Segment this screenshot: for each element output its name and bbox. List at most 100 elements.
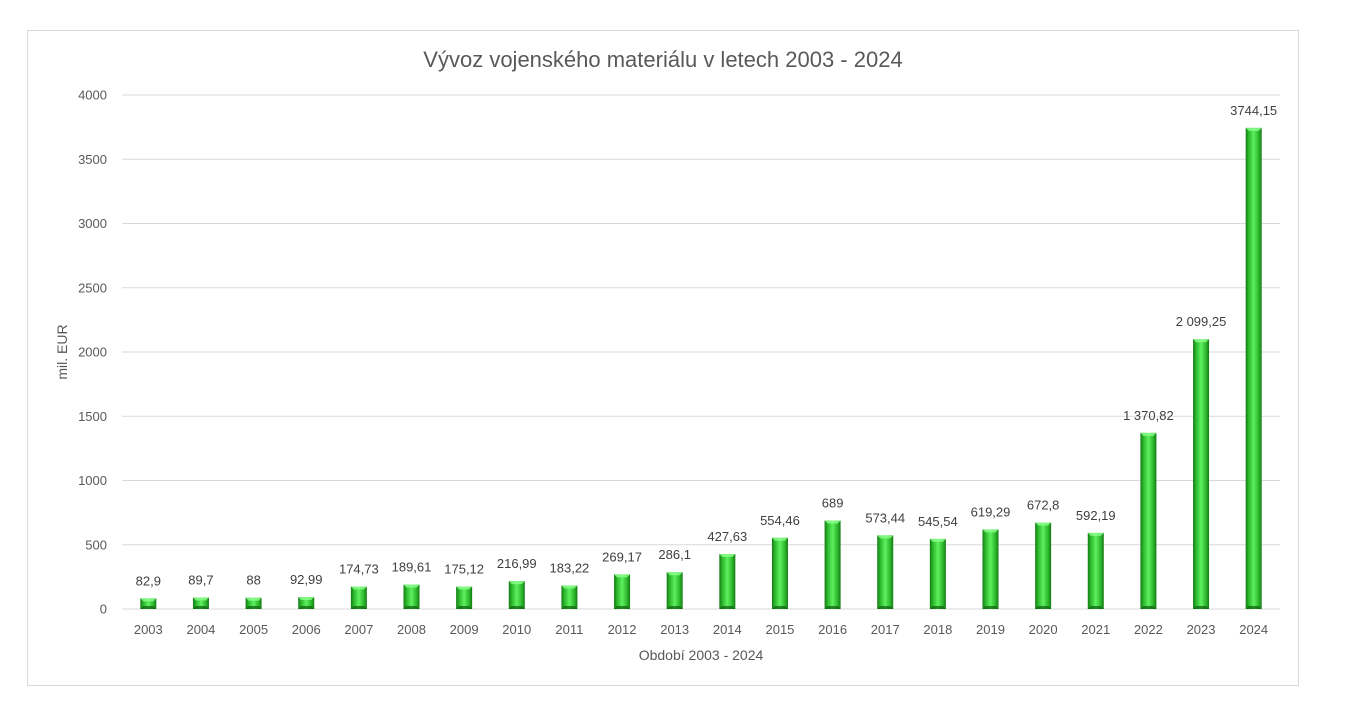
x-tick-label: 2015 [765, 622, 794, 637]
bar [1140, 432, 1157, 609]
y-tick-label: 1000 [78, 473, 107, 488]
bar-cap [719, 554, 736, 558]
bar-base [1087, 606, 1104, 609]
bar-cap [561, 585, 578, 589]
bar-cap [1245, 127, 1262, 131]
bar [1087, 532, 1104, 609]
bar-body [719, 554, 736, 609]
x-tick-label: 2021 [1081, 622, 1110, 637]
bar-body [614, 574, 631, 609]
bar [298, 597, 315, 609]
bars [140, 127, 1262, 610]
bar-cap [1140, 432, 1157, 436]
y-axis-title: mil. EUR [54, 324, 70, 379]
data-label: 573,44 [865, 510, 905, 525]
x-tick-label: 2006 [292, 622, 321, 637]
bar [192, 597, 209, 609]
data-label: 89,7 [188, 572, 213, 587]
bar-body [508, 581, 525, 609]
bar-cap [1035, 522, 1052, 526]
bar-base [508, 606, 525, 609]
data-label: 174,73 [339, 562, 379, 577]
bar-body [982, 529, 999, 609]
data-label: 92,99 [290, 572, 323, 587]
x-axis-ticks: 2003 2004 2005 2006 2007 2008 2009 2010 2011 2012… [134, 622, 1268, 637]
data-label: 554,46 [760, 513, 800, 528]
bar-cap [824, 520, 841, 524]
bar-cap [403, 584, 420, 588]
bar-base [1245, 606, 1262, 609]
bar [666, 572, 683, 609]
bar-base [140, 606, 157, 609]
bar-body [140, 598, 157, 609]
bar-base [877, 606, 894, 609]
bar-body [456, 586, 473, 609]
data-label: 427,63 [707, 529, 747, 544]
data-label: 619,29 [971, 504, 1011, 519]
y-tick-label: 0 [100, 602, 107, 617]
y-tick-label: 500 [85, 537, 107, 552]
bar-base [350, 606, 367, 609]
data-label: 689 [822, 495, 844, 510]
data-label: 88 [246, 573, 260, 588]
y-axis-ticks: 0 500 1000 1500 2000 2500 3000 3500 4000 [78, 88, 107, 617]
bar-cap [456, 586, 473, 590]
bar-base [719, 606, 736, 609]
data-label: 672,8 [1027, 498, 1060, 513]
x-tick-label: 2013 [660, 622, 689, 637]
bar-body [929, 538, 946, 609]
x-tick-label: 2016 [818, 622, 847, 637]
bar-base [982, 606, 999, 609]
data-label: 592,19 [1076, 508, 1116, 523]
bar-cap [245, 597, 262, 601]
bar [929, 538, 946, 609]
bar-base [929, 606, 946, 609]
x-tick-label: 2017 [871, 622, 900, 637]
bar [1193, 339, 1210, 609]
x-tick-label: 2019 [976, 622, 1005, 637]
bar-body [877, 535, 894, 609]
data-labels: 82,9 89,7 88 92,99 174,73 189,61 175,12 216,99 1… [136, 103, 1278, 588]
bar [982, 529, 999, 609]
bar [1035, 522, 1052, 609]
bar-body [403, 584, 420, 609]
bar [824, 520, 841, 609]
data-label: 286,1 [658, 547, 691, 562]
x-tick-label: 2009 [450, 622, 479, 637]
y-tick-label: 2500 [78, 280, 107, 295]
gridlines [122, 94, 1280, 610]
data-label: 175,12 [444, 561, 484, 576]
bar-cap [929, 538, 946, 542]
bar-base [1035, 606, 1052, 609]
bar-body [245, 597, 262, 609]
y-tick-label: 2000 [78, 345, 107, 360]
bar-body [1087, 532, 1104, 609]
bar-cap [1087, 532, 1104, 536]
bar-base [666, 606, 683, 609]
bar [140, 598, 157, 609]
bar [561, 585, 578, 609]
bar-base [771, 606, 788, 609]
bar [508, 581, 525, 609]
x-tick-label: 2011 [555, 622, 583, 637]
bar-body [1245, 127, 1262, 610]
x-tick-label: 2023 [1187, 622, 1216, 637]
bar-base [456, 606, 473, 609]
bar-body [1140, 432, 1157, 609]
bar-cap [298, 597, 315, 601]
x-tick-label: 2018 [923, 622, 952, 637]
bar-cap [771, 537, 788, 541]
data-label: 82,9 [136, 573, 161, 588]
data-label: 216,99 [497, 556, 537, 571]
x-tick-label: 2020 [1029, 622, 1058, 637]
data-label: 3744,15 [1230, 103, 1277, 118]
bar-cap [877, 535, 894, 539]
bar-base [1140, 606, 1157, 609]
bar-body [192, 597, 209, 609]
y-tick-label: 3000 [78, 216, 107, 231]
chart-area [27, 30, 1299, 686]
bar-base [561, 606, 578, 609]
data-label: 545,54 [918, 514, 958, 529]
bar-body [666, 572, 683, 609]
bar [771, 537, 788, 609]
